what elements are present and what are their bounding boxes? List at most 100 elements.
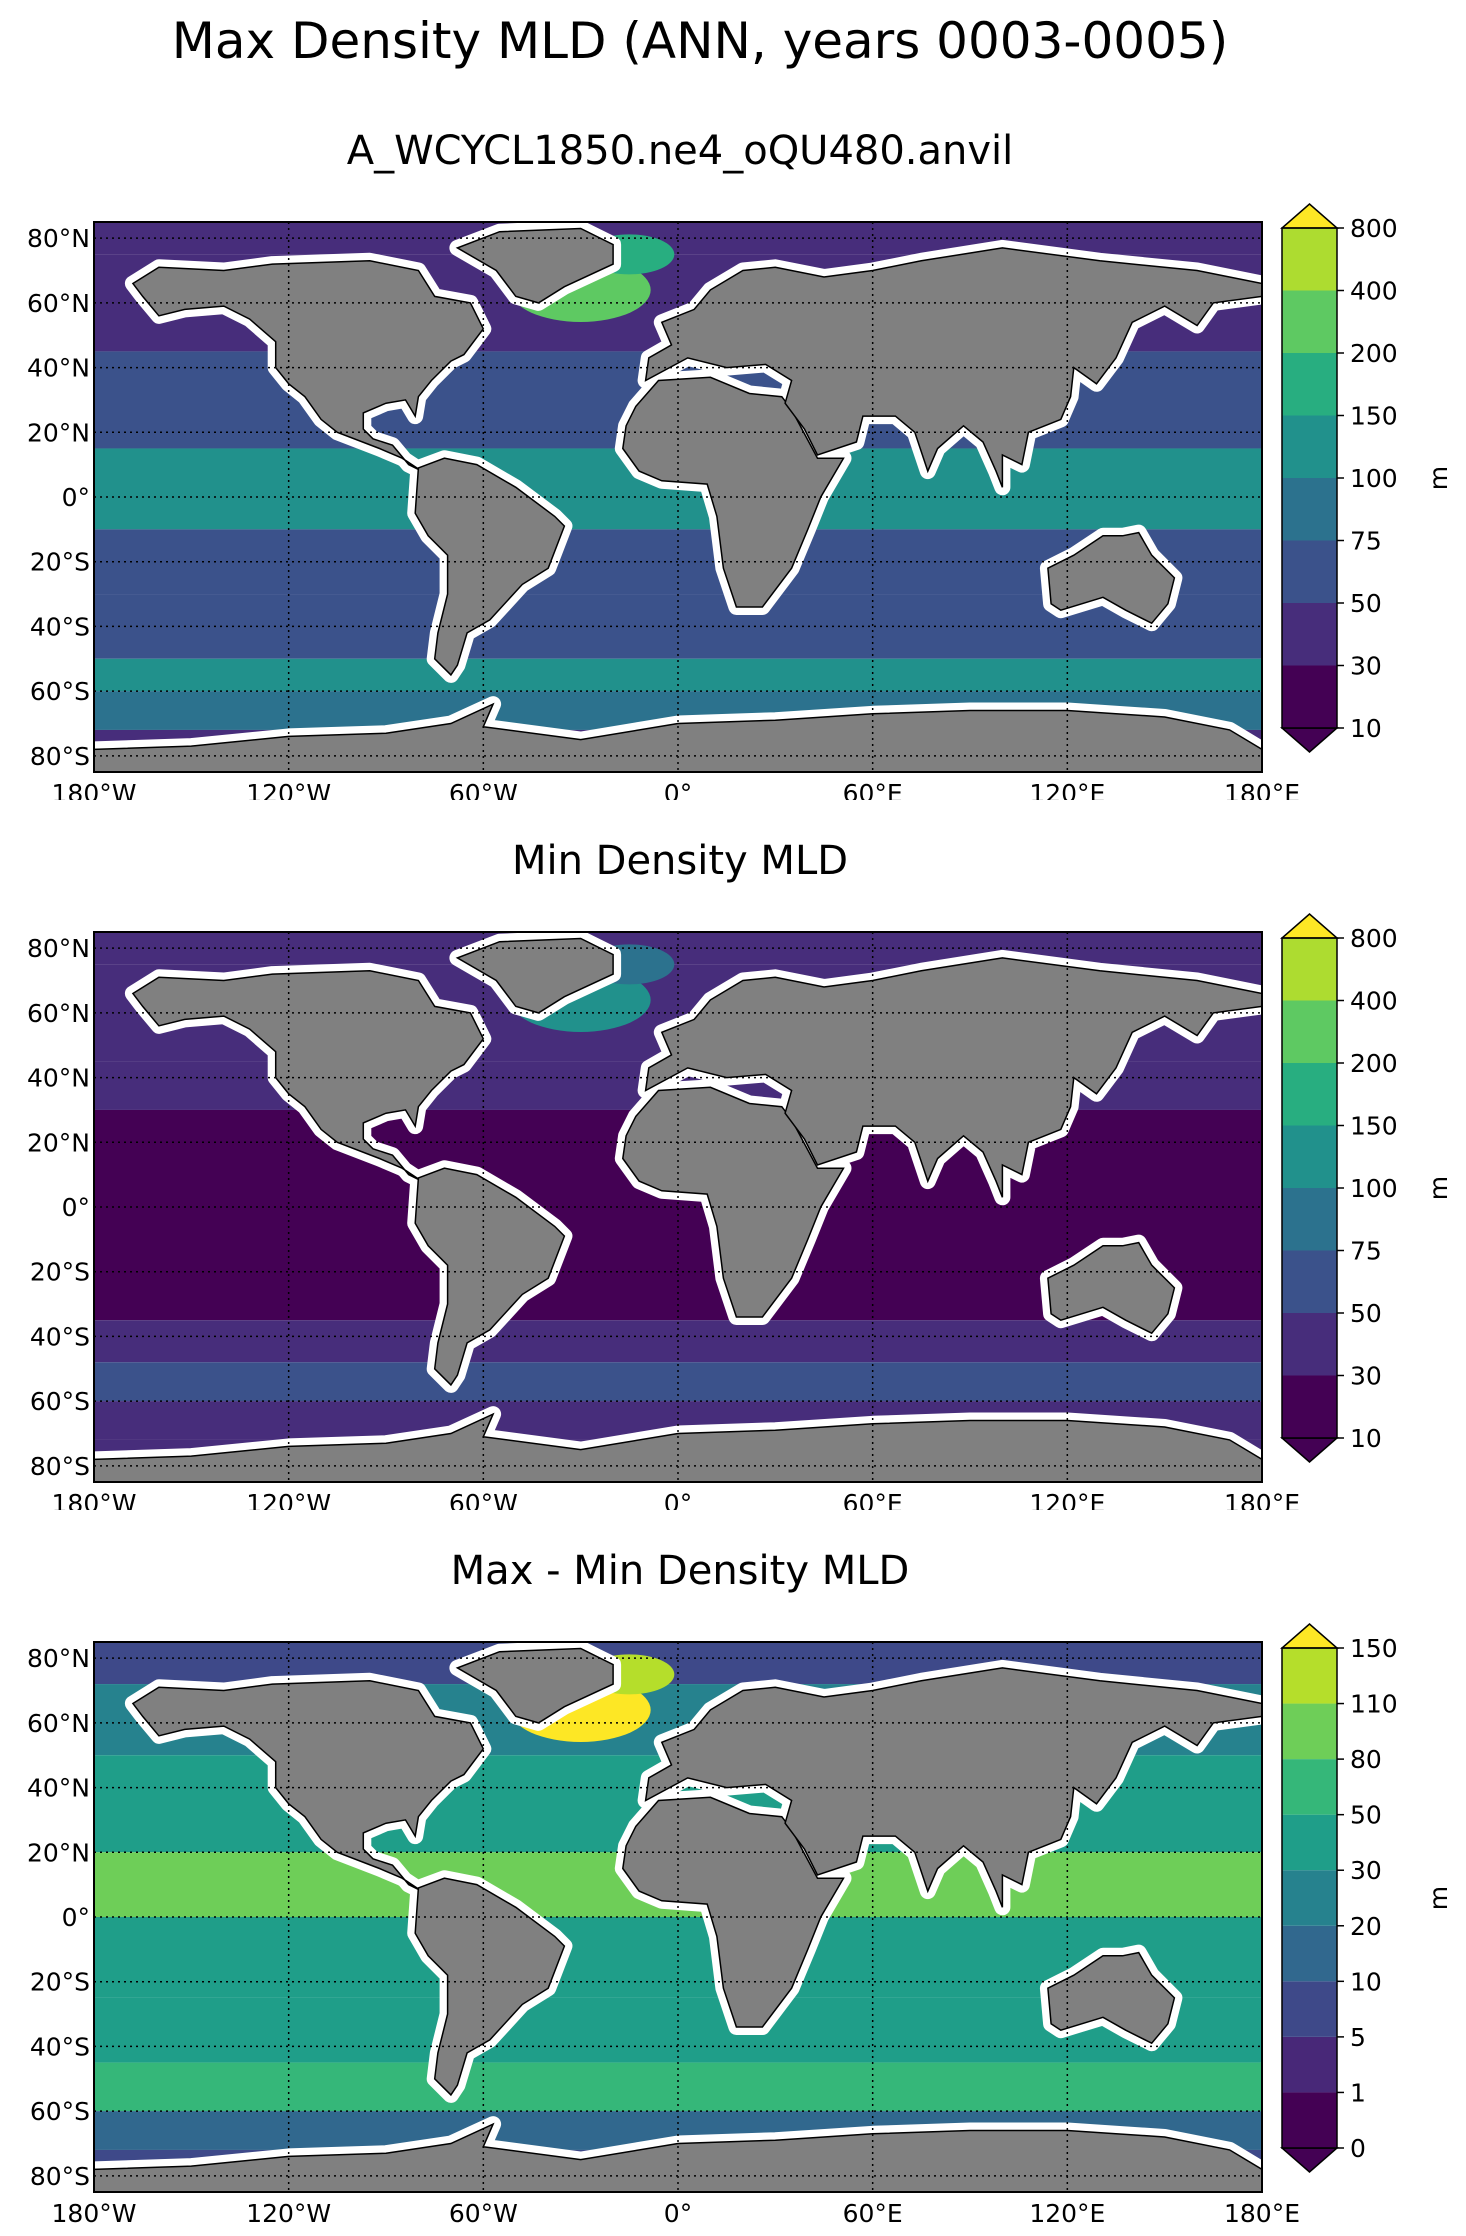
lon-tick-label: 0° <box>664 1489 692 1510</box>
colorbar-segment <box>1282 2036 1337 2093</box>
colorbar-tick-label: 75 <box>1350 1237 1382 1266</box>
colorbar-segment <box>1282 228 1337 291</box>
lon-tick-label: 120°E <box>1029 2199 1105 2228</box>
colorbar-segment <box>1282 1759 1337 1815</box>
lon-tick-label: 0° <box>664 2199 692 2228</box>
lat-tick-label: 60°S <box>30 677 90 706</box>
greenland-landmass <box>455 937 614 1014</box>
north-america-landmass <box>131 260 485 472</box>
colorbar-tick-label: 800 <box>1350 214 1398 243</box>
lon-tick-label: 180°W <box>52 779 137 800</box>
lat-tick-label: 40°N <box>27 354 90 383</box>
colorbar-tick-label: 200 <box>1350 339 1398 368</box>
colorbar-segment <box>1282 478 1337 541</box>
north-america-landmass <box>131 1680 485 1892</box>
colorbar-tick-label: 1 <box>1350 2078 1366 2107</box>
lat-tick-label: 80°S <box>30 2162 90 2191</box>
australia-landmass <box>1047 1241 1176 1335</box>
colorbar-tick-label: 400 <box>1350 277 1398 306</box>
lat-tick-label: 20°S <box>30 1968 90 1997</box>
lat-tick-label: 20°N <box>27 418 90 447</box>
lat-tick-label: 60°S <box>30 1387 90 1416</box>
colorbar-tick-label: 10 <box>1350 1424 1382 1453</box>
lon-tick-label: 120°W <box>246 779 331 800</box>
panel-1-title: A_WCYCL1850.ne4_oQU480.anvil <box>346 128 1014 174</box>
lat-tick-label: 40°S <box>30 612 90 641</box>
colorbar-segment <box>1282 353 1337 416</box>
greenland-landmass <box>455 1647 614 1724</box>
lat-tick-label: 80°S <box>30 742 90 771</box>
colorbar-tick-label: 50 <box>1350 1801 1382 1830</box>
lon-tick-label: 180°E <box>1224 779 1300 800</box>
lon-tick-label: 60°E <box>843 2199 903 2228</box>
colorbar-segment <box>1282 1313 1337 1376</box>
lat-tick-label: 20°S <box>30 548 90 577</box>
lon-tick-label: 120°E <box>1029 1489 1105 1510</box>
lon-tick-label: 60°W <box>449 779 518 800</box>
colorbar-tick-label: 75 <box>1350 527 1382 556</box>
colorbar-tick-label: 0 <box>1350 2134 1366 2163</box>
lon-tick-label: 120°W <box>246 1489 331 1510</box>
colorbar: 10 30 50 75 100 150 200 400 800 m <box>1280 913 1453 1463</box>
lat-tick-label: 0° <box>62 1903 90 1932</box>
colorbar-tick-label: 50 <box>1350 1299 1382 1328</box>
colorbar-segment <box>1282 1703 1337 1760</box>
colorbar: 10 30 50 75 100 150 200 400 800 m <box>1280 203 1453 753</box>
colorbar-tick-label: 30 <box>1350 1362 1382 1391</box>
lon-tick-label: 180°E <box>1224 1489 1300 1510</box>
lat-tick-label: 80°N <box>27 934 90 963</box>
lat-tick-label: 60°N <box>27 1709 90 1738</box>
colorbar-tick-label: 100 <box>1350 464 1398 493</box>
lat-tick-label: 40°N <box>27 1774 90 1803</box>
colorbar-segment <box>1282 290 1337 353</box>
lat-tick-label: 60°S <box>30 2097 90 2126</box>
south-america-landmass <box>414 1877 566 2097</box>
colorbar-tick-label: 30 <box>1350 1856 1382 1885</box>
colorbar-tick-label: 400 <box>1350 987 1398 1016</box>
lat-tick-label: 60°N <box>27 289 90 318</box>
panel-2-map: 80°N 60°N 40°N 20°N 0° 20°S 40°S 60°S 80°S 180°W 1… <box>27 913 1453 1510</box>
lat-tick-label: 40°N <box>27 1064 90 1093</box>
south-america-landmass <box>414 457 566 677</box>
colorbar: 0 1 5 10 20 30 50 80 110 150 m <box>1280 1623 1453 2173</box>
panel-3-map: 80°N 60°N 40°N 20°N 0° 20°S 40°S 60°S 80°S 180°W 1… <box>27 1623 1453 2228</box>
colorbar-tick-label: 10 <box>1350 714 1382 743</box>
colorbar-tick-label: 20 <box>1350 1912 1382 1941</box>
panel-2-title: Min Density MLD <box>511 838 849 884</box>
north-america-landmass <box>131 970 485 1182</box>
lat-tick-label: 0° <box>62 483 90 512</box>
colorbar-tick-label: 110 <box>1350 1690 1398 1719</box>
lat-tick-label: 80°N <box>27 1644 90 1673</box>
colorbar-tick-label: 80 <box>1350 1745 1382 1774</box>
colorbar-over-arrow <box>1280 203 1339 229</box>
lon-tick-label: 180°W <box>52 2199 137 2228</box>
colorbar-segment <box>1282 1814 1337 1871</box>
panel-1-map: 80°N 60°N 40°N 20°N 0° 20°S 40°S 60°S 80°S 180°W 1… <box>27 203 1453 800</box>
lon-tick-label: 0° <box>664 779 692 800</box>
colorbar-tick-label: 5 <box>1350 2023 1366 2052</box>
lat-tick-label: 20°S <box>30 1258 90 1287</box>
colorbar-over-arrow <box>1280 1623 1339 1649</box>
lat-tick-label: 40°S <box>30 1322 90 1351</box>
colorbar-tick-label: 800 <box>1350 924 1398 953</box>
lon-tick-label: 60°E <box>843 779 903 800</box>
colorbar-segment <box>1282 1375 1337 1438</box>
lon-tick-label: 180°W <box>52 1489 137 1510</box>
map-frame <box>93 221 1263 773</box>
lon-tick-label: 120°E <box>1029 779 1105 800</box>
colorbar-tick-label: 50 <box>1350 589 1382 618</box>
colorbar-tick-label: 30 <box>1350 652 1382 681</box>
colorbar-over-arrow <box>1280 913 1339 939</box>
lon-tick-label: 180°E <box>1224 2199 1300 2228</box>
colorbar-unit-label: m <box>1424 1176 1453 1200</box>
colorbar-segment <box>1282 415 1337 478</box>
colorbar-tick-label: 10 <box>1350 1967 1382 1996</box>
lat-tick-label: 60°N <box>27 999 90 1028</box>
lon-tick-label: 60°E <box>843 1489 903 1510</box>
lat-tick-label: 80°S <box>30 1452 90 1481</box>
figure-title: Max Density MLD (ANN, years 0003-0005) <box>171 12 1229 70</box>
colorbar-tick-label: 200 <box>1350 1049 1398 1078</box>
colorbar-segment <box>1282 1188 1337 1251</box>
colorbar-segment <box>1282 540 1337 603</box>
map-frame <box>93 1641 1263 2193</box>
